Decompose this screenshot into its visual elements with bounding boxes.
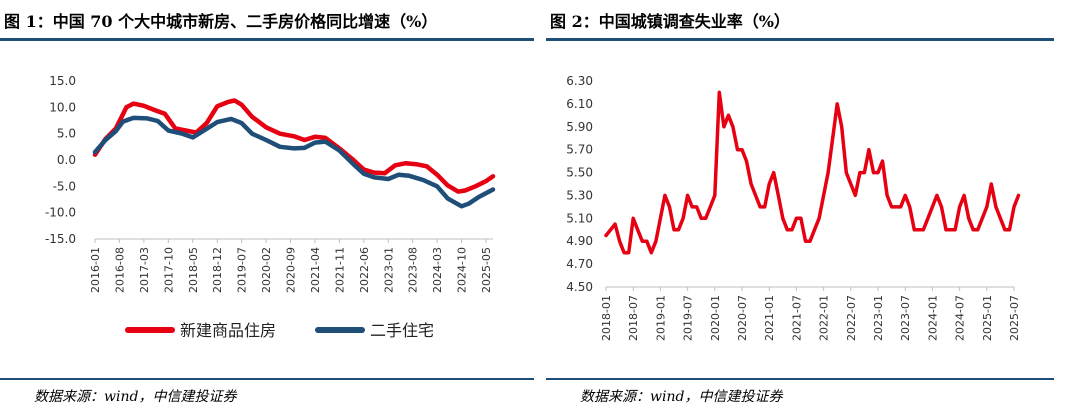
figure-2-source: 数据来源：wind，中信建投证券 — [580, 389, 783, 405]
right-y-tick-label: 4.70 — [566, 257, 593, 271]
right-y-tick-label: 4.90 — [566, 234, 593, 248]
right-y-tick-label: 5.30 — [566, 188, 593, 202]
left-x-tick-label: 2018-05 — [187, 247, 200, 293]
left-y-tick-label: -5.0 — [53, 179, 76, 193]
left-x-tick-label: 2020-09 — [285, 247, 298, 293]
right-x-tick-label: 2022-07 — [845, 295, 858, 341]
left-x-tick-label: 2019-07 — [236, 247, 249, 293]
figure-2-bottom-rule — [546, 378, 1054, 380]
left-x-tick-label: 2020-02 — [260, 247, 273, 293]
left-y-tick-label: 0.0 — [57, 153, 76, 167]
figure-1-title-rule — [0, 38, 534, 41]
right-x-tick-label: 2025-01 — [981, 295, 994, 341]
right-y-tick-label: 6.10 — [566, 97, 593, 111]
left-x-tick-label: 2016-01 — [89, 247, 102, 293]
figure-1-chart: 15.0 10.0 5.0 0.0 -5.0 -10.0 -15.0 2016-01 2016-… — [45, 74, 496, 340]
right-x-tick-label: 2024-01 — [926, 295, 939, 341]
right-x-tick-label: 2021-01 — [763, 295, 776, 341]
left-x-tick-label: 2021-11 — [333, 247, 346, 293]
figure-1-bottom-rule — [0, 378, 534, 380]
left-x-tick-label: 2023-08 — [407, 247, 420, 293]
left-y-tick-label: 15.0 — [49, 74, 76, 88]
left-x-tick-label: 2017-10 — [162, 247, 175, 293]
right-x-tick-label: 2020-07 — [736, 295, 749, 341]
left-series-line-0 — [92, 98, 496, 194]
figure-2-title-rule — [546, 38, 1054, 41]
right-x-tick-label: 2024-07 — [954, 295, 967, 341]
right-x-tick-label: 2019-07 — [682, 295, 695, 341]
figure-1-source: 数据来源：wind，中信建投证券 — [34, 389, 237, 405]
left-x-tick-label: 2024-03 — [431, 247, 444, 293]
left-x-tick-label: 2016-08 — [113, 247, 126, 293]
left-x-tick-label: 2017-03 — [138, 247, 151, 293]
left-y-tick-label: -10.0 — [45, 206, 76, 220]
right-y-tick-label: 5.50 — [566, 166, 593, 180]
figure-1: 图 1：中国 70 个大中城市新房、二手房价格同比增速（%） 15.0 10.0 5… — [0, 12, 534, 405]
right-y-tick-label: 5.10 — [566, 211, 593, 225]
right-y-tick-label: 4.50 — [566, 280, 593, 294]
right-x-tick-label: 2018-07 — [627, 295, 640, 341]
right-x-tick-label: 2023-01 — [872, 295, 885, 341]
left-x-tick-label: 2022-06 — [358, 247, 371, 293]
figure-2-chart: 6.30 6.10 5.90 5.70 5.50 5.30 5.10 4.90 4.70 4.50… — [566, 74, 1021, 341]
left-y-tick-label: 5.0 — [57, 127, 76, 141]
left-y-tick-label: -15.0 — [45, 232, 76, 246]
right-x-tick-label: 2020-01 — [709, 295, 722, 341]
figure-1-title: 图 1：中国 70 个大中城市新房、二手房价格同比增速（%） — [4, 12, 438, 31]
left-x-tick-label: 2018-12 — [211, 247, 224, 293]
right-x-tick-label: 2023-07 — [899, 295, 912, 341]
right-x-tick-label: 2018-01 — [600, 295, 613, 341]
right-series-line-0 — [604, 90, 1021, 255]
right-x-tick-label: 2019-01 — [654, 295, 667, 341]
left-legend-label-1: 二手住宅 — [370, 321, 434, 340]
figure-2: 图 2：中国城镇调查失业率（%） 6.30 6.10 5.90 5.70 5.50 5.3… — [546, 0, 1080, 414]
right-y-tick-label: 5.70 — [566, 143, 593, 157]
left-x-tick-label: 2024-10 — [456, 247, 469, 293]
left-x-tick-label: 2023-01 — [382, 247, 395, 293]
left-x-tick-label: 2025-05 — [480, 247, 493, 293]
left-series-line-1 — [92, 115, 496, 209]
right-x-tick-label: 2022-01 — [818, 295, 831, 341]
left-x-tick-label: 2021-04 — [309, 247, 322, 293]
right-y-tick-label: 5.90 — [566, 120, 593, 134]
figure-2-title: 图 2：中国城镇调查失业率（%） — [550, 12, 790, 31]
right-y-tick-label: 6.30 — [566, 74, 593, 88]
right-x-tick-label: 2025-07 — [1008, 295, 1021, 341]
right-x-tick-label: 2021-07 — [790, 295, 803, 341]
left-legend-label-0: 新建商品住房 — [180, 321, 276, 340]
left-y-tick-label: 10.0 — [49, 100, 76, 114]
